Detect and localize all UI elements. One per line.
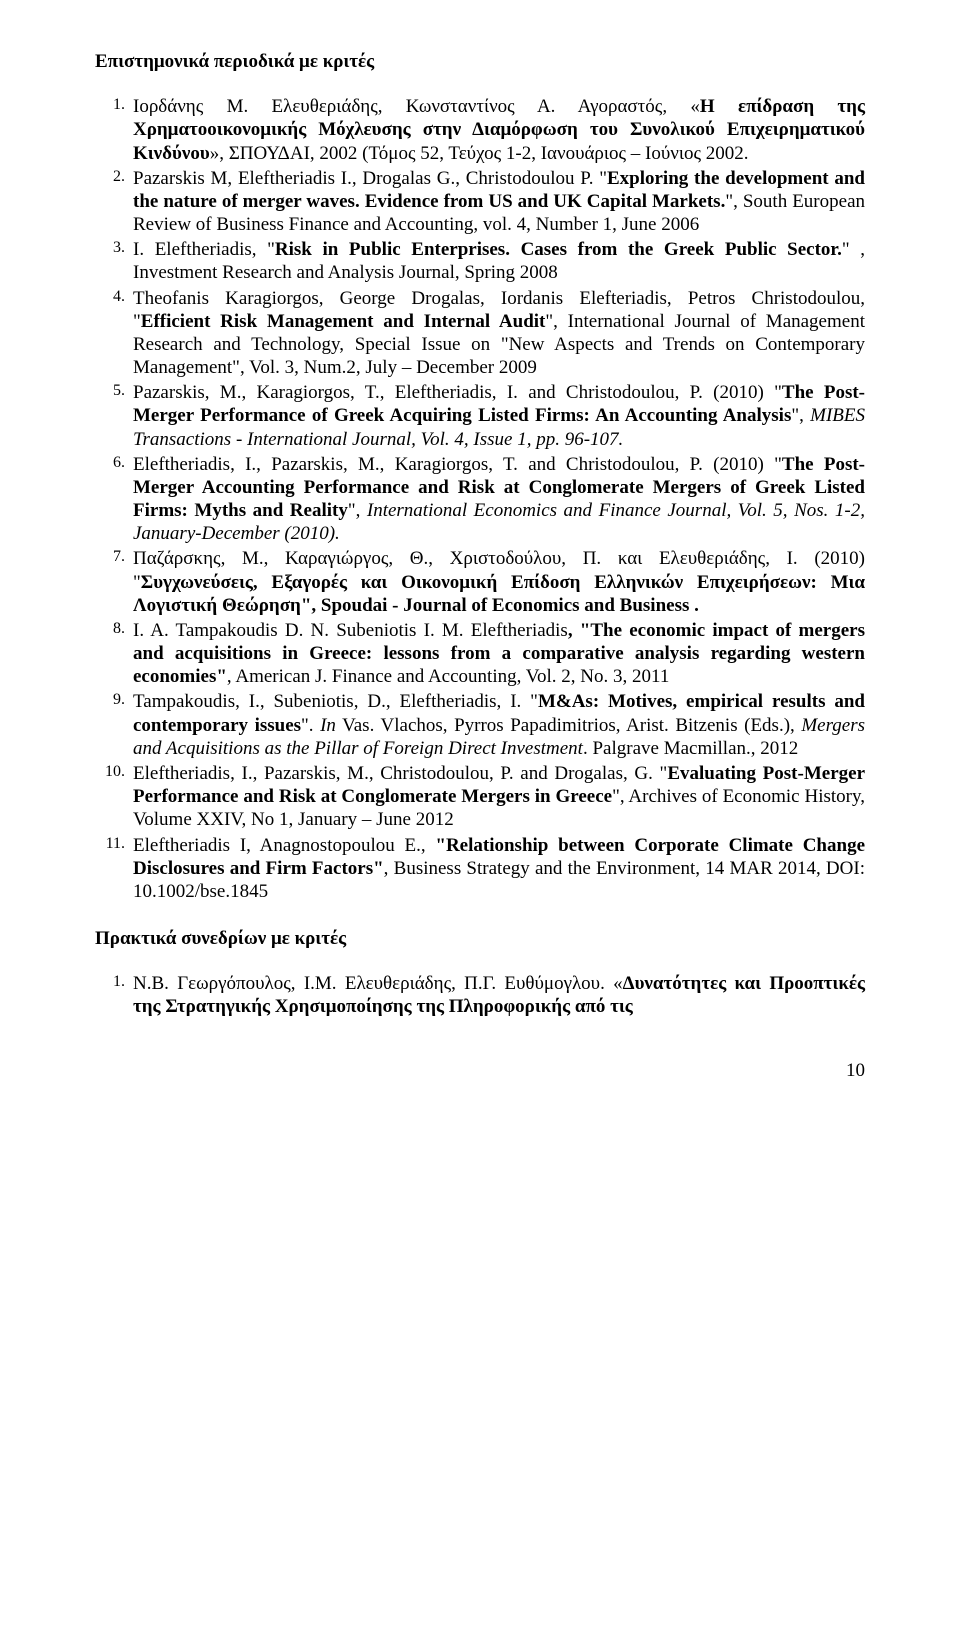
pub-text: Pazarskis M, Eleftheriadis I., Drogalas …	[133, 168, 607, 189]
publication-item: Eleftheriadis I, Anagnostopoulou E., "Re…	[133, 834, 865, 904]
publication-item: Eleftheriadis, I., Pazarskis, M., Karagi…	[133, 453, 865, 546]
pub-text-italic: In	[320, 715, 336, 736]
pub-text: I. Eleftheriadis, "	[133, 239, 275, 260]
pub-text: ".	[301, 715, 320, 736]
publication-item: Eleftheriadis, I., Pazarskis, M., Christ…	[133, 762, 865, 832]
section-heading-journals: Επιστημονικά περιοδικά με κριτές	[95, 50, 865, 73]
pub-text: Ν.Β. Γεωργόπουλος, Ι.Μ. Ελευθεριάδης, Π.…	[133, 973, 623, 994]
document-page: Επιστημονικά περιοδικά με κριτές Ιορδάνη…	[0, 0, 960, 1650]
pub-text: », ΣΠΟΥΔΑΙ, 2002 (Τόμος 52, Τεύχος 1-2, …	[210, 143, 749, 164]
pub-text: Vas. Vlachos, Pyrros Papadimitrios, Aris…	[336, 715, 801, 736]
pub-text: Eleftheriadis, I., Pazarskis, M., Karagi…	[133, 454, 782, 475]
pub-text: Eleftheriadis, I., Pazarskis, M., Christ…	[133, 763, 667, 784]
publication-list-journals: Ιορδάνης Μ. Ελευθεριάδης, Κωνσταντίνος Α…	[95, 95, 865, 903]
publication-item: Pazarskis, M., Karagiorgos, T., Elefther…	[133, 381, 865, 451]
publication-item: I. Eleftheriadis, "Risk in Public Enterp…	[133, 238, 865, 284]
publication-item: Theofanis Karagiorgos, George Drogalas, …	[133, 287, 865, 380]
section-heading-proceedings: Πρακτικά συνεδρίων με κριτές	[95, 927, 865, 950]
pub-title: Risk in Public Enterprises. Cases from t…	[275, 239, 842, 260]
publication-list-proceedings: Ν.Β. Γεωργόπουλος, Ι.Μ. Ελευθεριάδης, Π.…	[95, 972, 865, 1018]
publication-item: Ν.Β. Γεωργόπουλος, Ι.Μ. Ελευθεριάδης, Π.…	[133, 972, 865, 1018]
pub-text: Tampakoudis, I., Subeniotis, D., Elefthe…	[133, 691, 538, 712]
pub-text: Pazarskis, M., Karagiorgos, T., Elefther…	[133, 382, 782, 403]
publication-item: Παζάρσκης, Μ., Καραγιώργος, Θ., Χριστοδο…	[133, 547, 865, 617]
pub-title: Efficient Risk Management and Internal A…	[141, 311, 546, 332]
pub-text: Ιορδάνης Μ. Ελευθεριάδης, Κωνσταντίνος Α…	[133, 96, 700, 117]
pub-text: , American J. Finance and Accounting, Vo…	[227, 666, 669, 687]
page-number: 10	[95, 1059, 865, 1082]
pub-text: ",	[791, 405, 810, 426]
pub-text: Eleftheriadis I, Anagnostopoulou E.,	[133, 835, 435, 856]
pub-text: I. A. Tampakoudis D. N. Subeniotis I. M.…	[133, 620, 568, 641]
publication-item: Tampakoudis, I., Subeniotis, D., Elefthe…	[133, 690, 865, 760]
publication-item: Pazarskis M, Eleftheriadis I., Drogalas …	[133, 167, 865, 237]
publication-item: Ιορδάνης Μ. Ελευθεριάδης, Κωνσταντίνος Α…	[133, 95, 865, 165]
pub-text: ",	[348, 500, 367, 521]
pub-title: Συγχωνεύσεις, Εξαγορές και Οικονομική Επ…	[133, 572, 865, 616]
publication-item: I. A. Tampakoudis D. N. Subeniotis I. M.…	[133, 619, 865, 689]
pub-text: . Palgrave Macmillan., 2012	[583, 738, 798, 759]
